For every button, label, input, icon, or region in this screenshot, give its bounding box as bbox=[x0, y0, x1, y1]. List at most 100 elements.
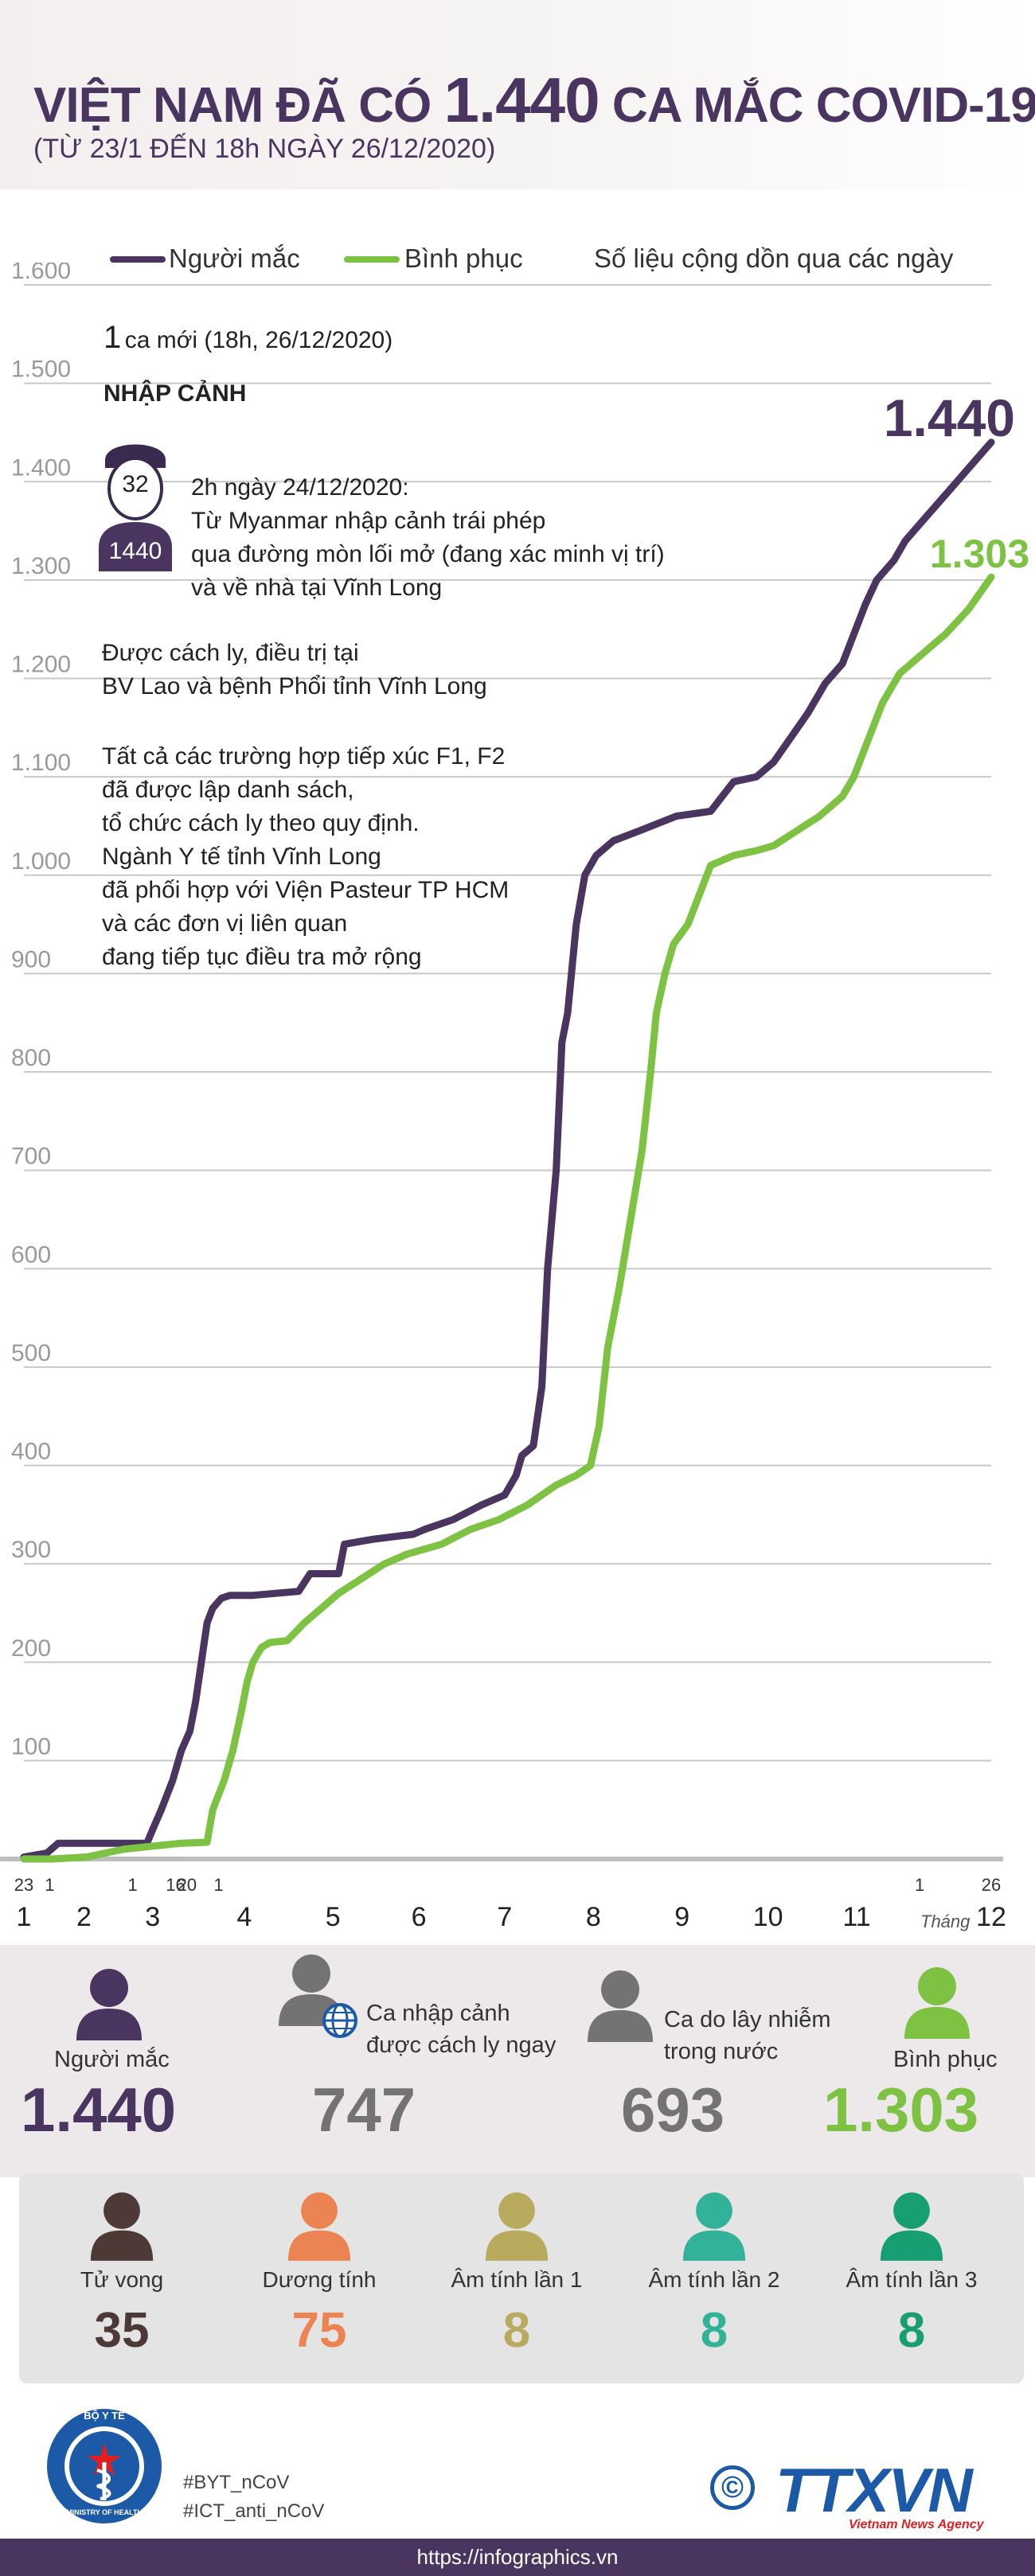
new-cases-text: ca mới (18h, 26/12/2020) bbox=[124, 327, 393, 353]
y-tick-label: 1.400 bbox=[11, 454, 71, 481]
patient-avatar: 32 1440 bbox=[97, 436, 174, 571]
person-icon bbox=[682, 2192, 746, 2261]
desc-line: 2h ngày 24/12/2020: bbox=[191, 474, 409, 501]
contact-line: tổ chức cách ly theo quy định. bbox=[102, 810, 420, 836]
contact-line: và các đơn vị liên quan bbox=[102, 910, 348, 937]
local-label-2: trong nước bbox=[664, 2039, 779, 2064]
page-title: VIỆT NAM ĐÃ CÓ 1.440 CA MẮC COVID-19 bbox=[33, 64, 1035, 137]
person-icon bbox=[588, 1970, 653, 2042]
person-icon bbox=[90, 2192, 154, 2261]
imported-label-2: được cách ly ngay bbox=[366, 2032, 557, 2058]
y-tick-label: 700 bbox=[11, 1144, 51, 1170]
contact-line: Ngành Y tế tỉnh Vĩnh Long bbox=[102, 844, 381, 870]
legend-infected-label: Người mắc bbox=[169, 244, 300, 273]
stat-value: 8 bbox=[700, 2303, 728, 2358]
contact-line: Tất cả các trường hợp tiếp xúc F1, F2 bbox=[102, 743, 506, 770]
legend-recovered-swatch bbox=[344, 256, 400, 263]
x-day-label: 26 bbox=[982, 1875, 1001, 1895]
title-number: 1.440 bbox=[443, 64, 600, 135]
new-cases-count: 1 bbox=[104, 320, 122, 355]
treatment-stats: Tử vong 35 Dương tính 75 Âm tính lần 1 8… bbox=[19, 2173, 1024, 2383]
infected-value: 1.440 bbox=[21, 2075, 177, 2145]
logo-top-text: BỘ Y TẾ bbox=[84, 2410, 125, 2422]
x-month-label: 5 bbox=[325, 1902, 341, 1932]
recovered-label: Bình phục bbox=[893, 2047, 998, 2072]
stat-negative-2: Âm tính lần 2 8 bbox=[623, 2173, 806, 2383]
case-category: NHẬP CẢNH bbox=[104, 380, 247, 407]
contact-line: đang tiếp tục điều tra mở rộng bbox=[102, 944, 422, 970]
chart-grid bbox=[0, 284, 1003, 1861]
stat-negative-1: Âm tính lần 1 8 bbox=[425, 2173, 608, 2383]
ministry-logo: BỘ Y TẾ MINISTRY OF HEALTH bbox=[45, 2406, 164, 2526]
x-month-label: 9 bbox=[674, 1902, 690, 1932]
hashtag-ict: #ICT_anti_nCoV bbox=[183, 2500, 325, 2522]
stat-deaths: Tử vong 35 bbox=[30, 2173, 213, 2383]
contact-line: đã phối hợp với Viện Pasteur TP HCM bbox=[102, 877, 510, 903]
agency-subtitle: Vietnam News Agency bbox=[849, 2518, 984, 2531]
title-part2: CA MẮC COVID-19 bbox=[611, 78, 1035, 133]
person-icon bbox=[99, 444, 172, 571]
y-tick-label: 500 bbox=[11, 1340, 51, 1366]
stat-negative-3: Âm tính lần 3 8 bbox=[820, 2173, 1003, 2383]
person-icon bbox=[287, 2192, 351, 2261]
treat-line: BV Lao và bệnh Phổi tỉnh Vĩnh Long bbox=[102, 673, 487, 700]
y-tick-label: 1.200 bbox=[11, 652, 71, 678]
y-tick-label: 900 bbox=[11, 946, 51, 972]
x-month-label: 3 bbox=[145, 1902, 161, 1932]
source-url[interactable]: https://infographics.vn bbox=[416, 2545, 619, 2569]
y-tick-label: 600 bbox=[11, 1241, 51, 1268]
logo-bottom-text: MINISTRY OF HEALTH bbox=[66, 2508, 143, 2516]
y-tick-label: 200 bbox=[11, 1635, 51, 1662]
legend-infected-swatch bbox=[110, 256, 166, 263]
y-tick-label: 400 bbox=[11, 1439, 51, 1465]
x-month-label: 11 bbox=[842, 1902, 871, 1932]
series-end-label: 1.440 bbox=[884, 388, 1015, 447]
y-tick-label: 1.600 bbox=[11, 263, 71, 284]
stat-label: Âm tính lần 1 bbox=[451, 2267, 583, 2292]
x-day-label: 20 bbox=[178, 1875, 197, 1895]
hashtag-byt: #BYT_nCoV bbox=[183, 2472, 290, 2493]
person-icon bbox=[880, 2192, 943, 2261]
local-value: 693 bbox=[621, 2075, 725, 2145]
x-month-label: 7 bbox=[497, 1902, 513, 1932]
x-month-label: 2 bbox=[76, 1902, 92, 1932]
person-icon bbox=[485, 2192, 549, 2261]
local-label-1: Ca do lây nhiễm bbox=[664, 2007, 831, 2032]
x-axis-caption: Tháng bbox=[920, 1912, 971, 1931]
y-axis: 100 200 300 400 500 600 700 800 900 1.000 1.100 1.2… bbox=[11, 263, 71, 1760]
patient-id: 1440 bbox=[108, 538, 162, 564]
y-tick-label: 100 bbox=[11, 1733, 51, 1760]
patient-age: 32 bbox=[122, 471, 149, 497]
series-line-infected bbox=[20, 438, 995, 1861]
title-part1: VIỆT NAM ĐÃ CÓ bbox=[33, 78, 432, 133]
stat-label: Âm tính lần 3 bbox=[846, 2267, 978, 2292]
x-day-label: 1 bbox=[213, 1875, 223, 1895]
stat-label: Dương tính bbox=[262, 2267, 377, 2292]
desc-line: qua đường mòn lối mở (đang xác minh vị t… bbox=[191, 541, 665, 567]
page-subtitle: (TỪ 23/1 ĐẾN 18h NGÀY 26/12/2020) bbox=[33, 134, 496, 164]
x-month-label: 1 bbox=[16, 1902, 32, 1932]
desc-line: và về nhà tại Vĩnh Long bbox=[191, 575, 443, 601]
agency-logo: TTXVN bbox=[775, 2455, 973, 2525]
treatment-note: Được cách ly, điều trị tại BV Lao và bện… bbox=[102, 637, 487, 703]
series-line-recovered bbox=[20, 573, 995, 1863]
stat-value: 35 bbox=[94, 2303, 150, 2358]
recovered-value: 1.303 bbox=[823, 2075, 979, 2145]
stat-value: 8 bbox=[897, 2303, 926, 2358]
infected-label: Người mắc bbox=[54, 2047, 170, 2072]
x-month-label: 6 bbox=[411, 1902, 427, 1932]
globe-icon bbox=[322, 2003, 357, 2038]
stat-value: 75 bbox=[291, 2303, 347, 2358]
case-description: 2h ngày 24/12/2020: Từ Myanmar nhập cảnh… bbox=[191, 471, 665, 605]
ministry-emblem-icon bbox=[47, 2409, 162, 2523]
y-tick-label: 1.000 bbox=[11, 848, 71, 875]
y-tick-label: 1.500 bbox=[11, 357, 71, 383]
person-icon bbox=[904, 1967, 970, 2039]
legend-recovered-label: Bình phục bbox=[404, 244, 523, 273]
contact-note: Tất cả các trường hợp tiếp xúc F1, F2 đã… bbox=[102, 740, 509, 974]
contact-line: đã được lập danh sách, bbox=[102, 777, 354, 803]
header-band: VIỆT NAM ĐÃ CÓ 1.440 CA MẮC COVID-19 (TỪ… bbox=[0, 0, 1035, 189]
x-day-label: 1 bbox=[127, 1875, 137, 1895]
x-month-label: 12 bbox=[976, 1902, 1006, 1932]
